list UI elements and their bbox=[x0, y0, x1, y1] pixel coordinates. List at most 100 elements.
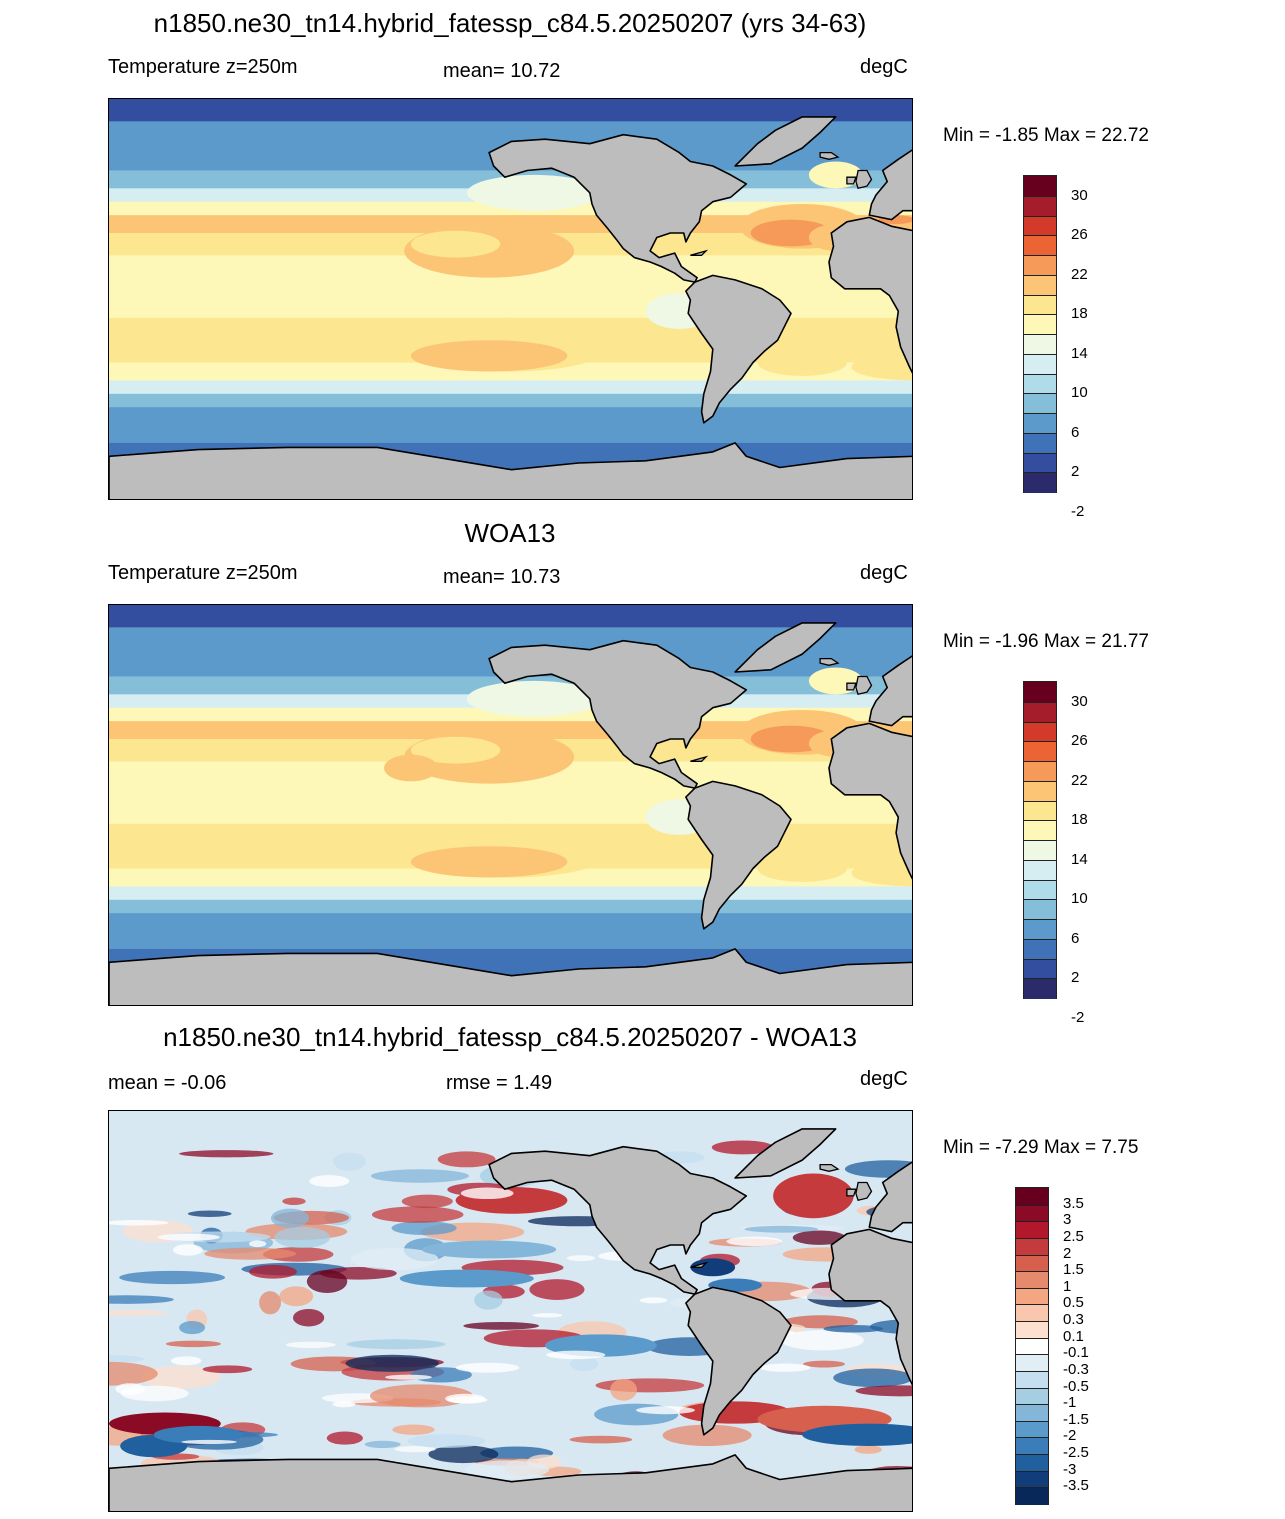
diff-anomaly bbox=[759, 1363, 811, 1372]
diff-anomaly bbox=[566, 1255, 596, 1262]
colorbar-swatch bbox=[1024, 919, 1056, 940]
sst-band bbox=[109, 393, 912, 408]
colorbar-swatch bbox=[1024, 413, 1056, 434]
colorbar-swatch bbox=[1024, 195, 1056, 217]
diff-anomaly bbox=[422, 1240, 557, 1259]
diff-anomaly bbox=[803, 1360, 846, 1368]
ocean-field-svg bbox=[109, 99, 912, 499]
colorbar-tick-label: 30 bbox=[1071, 186, 1088, 204]
colorbar-swatch bbox=[1016, 1487, 1048, 1505]
panel-1-variable-label: Temperature z=250m bbox=[108, 56, 298, 78]
colorbar-swatch bbox=[1024, 255, 1056, 276]
colorbar-tick-label: 10 bbox=[1071, 890, 1088, 908]
panel-2-variable-label: Temperature z=250m bbox=[108, 562, 298, 584]
diff-anomaly bbox=[529, 1279, 585, 1300]
diff-anomaly bbox=[636, 1406, 695, 1415]
land-island bbox=[846, 1188, 857, 1197]
diff-anomaly bbox=[437, 1151, 496, 1168]
colorbar-tick-label: -1 bbox=[1063, 1394, 1077, 1412]
diff-anomaly bbox=[394, 1446, 436, 1453]
colorbar-tick-label: 22 bbox=[1071, 771, 1088, 789]
land-southAmerica bbox=[685, 274, 792, 424]
colorbar-swatch bbox=[1024, 432, 1056, 454]
diff-anomaly bbox=[202, 1365, 253, 1374]
diff-anomaly bbox=[662, 1424, 752, 1447]
sst-blob bbox=[466, 174, 601, 211]
colorbar-swatch bbox=[1024, 899, 1056, 920]
panel-3-minmax: Min = -7.29 Max = 7.75 bbox=[943, 1137, 1139, 1158]
land-island bbox=[819, 1163, 840, 1172]
sst-blob bbox=[384, 754, 438, 782]
diff-anomaly bbox=[802, 1423, 912, 1446]
sst-blob bbox=[500, 790, 635, 813]
diff-anomaly bbox=[326, 1431, 363, 1445]
colorbar-swatch bbox=[1024, 780, 1056, 802]
sst-band bbox=[109, 806, 912, 825]
diff-anomaly bbox=[309, 1175, 350, 1187]
colorbar-tick-label: -2 bbox=[1063, 1427, 1077, 1445]
diff-anomaly bbox=[854, 1445, 882, 1454]
colorbar-tick-label: 18 bbox=[1071, 811, 1088, 829]
land-antarctica bbox=[109, 1454, 912, 1511]
colorbar-tick-label: 2 bbox=[1063, 1244, 1072, 1262]
ocean-field-svg bbox=[109, 605, 912, 1005]
diff-anomaly bbox=[285, 1341, 336, 1349]
colorbar-swatch bbox=[1016, 1221, 1048, 1239]
colorbar-swatch bbox=[1024, 978, 1056, 999]
colorbar-swatch bbox=[1016, 1454, 1048, 1472]
diff-anomaly bbox=[823, 1325, 884, 1333]
diff-anomaly bbox=[109, 1361, 158, 1386]
sst-band bbox=[109, 380, 912, 395]
land-island bbox=[846, 682, 857, 691]
land-island bbox=[855, 1181, 873, 1202]
panel-1-colorbar bbox=[1023, 175, 1057, 493]
land-island bbox=[846, 176, 857, 185]
land-africa bbox=[828, 1228, 912, 1386]
colorbar-tick-label: 30 bbox=[1071, 692, 1088, 710]
diff-anomaly bbox=[780, 1330, 864, 1351]
land-northAmerica bbox=[488, 133, 748, 283]
colorbar-swatch bbox=[1016, 1387, 1048, 1406]
colorbar-tick-label: 22 bbox=[1071, 265, 1088, 283]
colorbar-swatch bbox=[1024, 353, 1056, 375]
diff-anomaly bbox=[460, 1187, 514, 1200]
diff-anomaly bbox=[399, 1269, 534, 1288]
land-island bbox=[819, 657, 840, 666]
colorbar-swatch bbox=[1024, 314, 1056, 335]
diff-anomaly bbox=[181, 1439, 237, 1445]
sst-blob bbox=[410, 846, 568, 878]
diff-anomaly bbox=[170, 1356, 202, 1366]
panel-3-title: n1850.ne30_tn14.hybrid_fatessp_c84.5.202… bbox=[163, 1022, 857, 1052]
colorbar-swatch bbox=[1024, 820, 1056, 841]
diff-anomaly bbox=[370, 1169, 469, 1183]
colorbar-tick-label: 18 bbox=[1071, 305, 1088, 323]
colorbar-swatch bbox=[1016, 1437, 1048, 1456]
sst-band bbox=[109, 899, 912, 914]
diff-anomaly bbox=[179, 1321, 206, 1335]
panel-1-mean-label: mean= 10.72 bbox=[443, 60, 561, 82]
colorbar-swatch bbox=[1016, 1321, 1048, 1339]
colorbar-swatch bbox=[1024, 840, 1056, 861]
colorbar-swatch bbox=[1024, 938, 1056, 960]
colorbar-swatch bbox=[1016, 1354, 1048, 1372]
colorbar-tick-label: 10 bbox=[1071, 384, 1088, 402]
diff-anomaly bbox=[455, 1362, 520, 1373]
sst-blob bbox=[410, 736, 501, 764]
diff-anomaly bbox=[333, 1152, 366, 1171]
diff-anomaly bbox=[153, 1425, 244, 1444]
colorbar-swatch bbox=[1024, 958, 1056, 980]
colorbar-swatch bbox=[1016, 1337, 1048, 1356]
land-africa bbox=[828, 216, 912, 374]
diff-anomaly bbox=[792, 1230, 846, 1245]
land-antarctica bbox=[109, 442, 912, 499]
panel-2-map bbox=[108, 604, 913, 1006]
colorbar-swatch bbox=[1024, 176, 1056, 197]
diff-anomaly bbox=[279, 1286, 314, 1307]
sst-blob bbox=[757, 349, 847, 376]
ocean-field-svg bbox=[109, 1111, 912, 1511]
land-island bbox=[690, 755, 709, 762]
sst-blob bbox=[851, 353, 912, 381]
sst-band bbox=[109, 721, 912, 740]
diff-anomaly bbox=[364, 1440, 401, 1449]
land-southAmerica bbox=[685, 1286, 792, 1436]
